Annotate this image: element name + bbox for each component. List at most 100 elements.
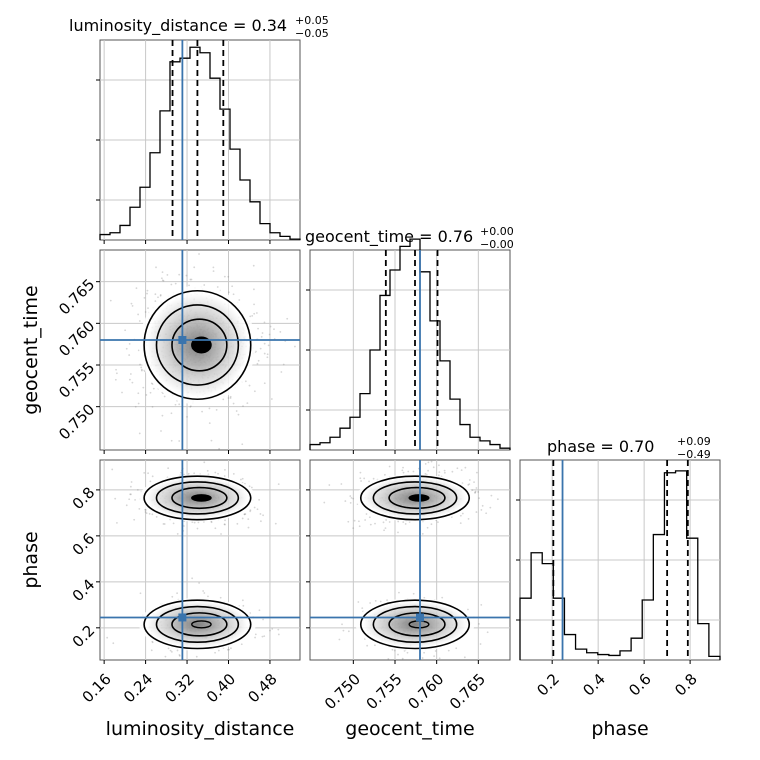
sample-point [398, 591, 400, 594]
contour-level [155, 304, 240, 386]
sample-point [387, 657, 390, 660]
sample-point [149, 391, 152, 394]
sample-point [424, 473, 427, 475]
sample-point [467, 517, 470, 520]
sample-point [432, 466, 435, 469]
sample-point [478, 497, 480, 500]
sample-point [490, 494, 493, 497]
sample-point [486, 631, 489, 634]
sample-point [215, 409, 218, 411]
panel-title-geocent-time: geocent_time = 0.76 [305, 227, 473, 247]
sample-point [294, 345, 296, 348]
sample-point [402, 521, 405, 523]
sample-point [397, 531, 399, 534]
sample-point [262, 514, 264, 517]
sample-point [374, 599, 377, 602]
sample-point [195, 655, 198, 658]
sample-point [438, 657, 441, 660]
sample-point [125, 347, 128, 350]
sample-point [342, 629, 345, 632]
sample-point [227, 397, 230, 399]
sample-point [459, 514, 462, 517]
sample-point [280, 371, 283, 373]
sample-point [341, 623, 343, 626]
sample-point [273, 328, 275, 331]
sample-point [364, 519, 367, 521]
contour-level [143, 599, 252, 650]
sample-point [369, 602, 372, 604]
tick-label-x: 0.24 [120, 670, 156, 706]
scatter-group [100, 460, 300, 660]
sample-point [427, 469, 429, 472]
sample-point [137, 349, 140, 352]
sample-point [217, 472, 219, 475]
sample-point [402, 471, 405, 474]
sample-point [193, 266, 196, 269]
sample-point [130, 493, 132, 496]
sample-point [231, 285, 234, 288]
sample-point [248, 485, 251, 488]
tick-label-y: 0.755 [55, 359, 98, 402]
sample-point [146, 292, 148, 295]
sample-point [203, 592, 206, 594]
sample-point [115, 372, 118, 375]
sample-point [350, 496, 353, 499]
sample-point [128, 342, 131, 345]
sample-point [208, 407, 211, 410]
sample-point [210, 521, 213, 524]
sample-point [368, 480, 370, 483]
sample-point [328, 484, 331, 486]
sample-point [242, 604, 245, 607]
sample-point [125, 504, 128, 507]
sample-point [178, 653, 181, 656]
sample-point [489, 506, 492, 509]
sample-point [166, 274, 169, 276]
sample-point [217, 649, 220, 652]
histogram-step [519, 470, 721, 660]
sample-point [139, 363, 141, 366]
sample-point [150, 649, 153, 652]
sample-point [397, 520, 400, 523]
sample-point [176, 592, 179, 595]
sample-point [131, 305, 134, 307]
sample-point [136, 488, 139, 491]
sample-point [178, 440, 181, 442]
sample-point [421, 532, 424, 535]
sample-point [193, 521, 196, 524]
sample-point [277, 633, 280, 636]
sample-point [352, 527, 355, 530]
sample-point [243, 513, 246, 516]
title-plus-luminosity-distance: +0.05 [295, 14, 329, 27]
sample-point [438, 471, 441, 474]
sample-point [223, 275, 226, 278]
sample-point [137, 313, 140, 316]
sample-point [144, 508, 146, 511]
sample-point [359, 477, 362, 480]
sample-point [135, 287, 138, 290]
sample-point [161, 279, 164, 282]
sample-point [224, 519, 226, 522]
tick-label-x: 0.755 [363, 670, 406, 713]
sample-point [138, 320, 141, 322]
sample-point [178, 654, 181, 657]
sample-point [250, 486, 253, 489]
sample-point [383, 529, 385, 532]
panel-title-luminosity-distance: luminosity_distance = 0.34 [69, 16, 287, 36]
title-text: geocent_time [305, 227, 414, 247]
sample-point [437, 474, 440, 477]
sample-point [426, 526, 429, 529]
sample-point [224, 468, 226, 471]
sample-point [109, 299, 112, 302]
sample-point [137, 402, 140, 405]
sample-point [182, 525, 185, 527]
sample-point [401, 469, 404, 472]
sample-point [404, 523, 407, 525]
scatter-luminosity_distance-vs-geocent_time-frame [99, 249, 301, 451]
sample-point [323, 501, 326, 504]
sample-point [455, 647, 458, 650]
sample-point [172, 522, 175, 525]
sample-point [121, 391, 123, 394]
sample-point [438, 464, 440, 467]
sample-point [159, 293, 162, 296]
sample-point [149, 480, 152, 483]
